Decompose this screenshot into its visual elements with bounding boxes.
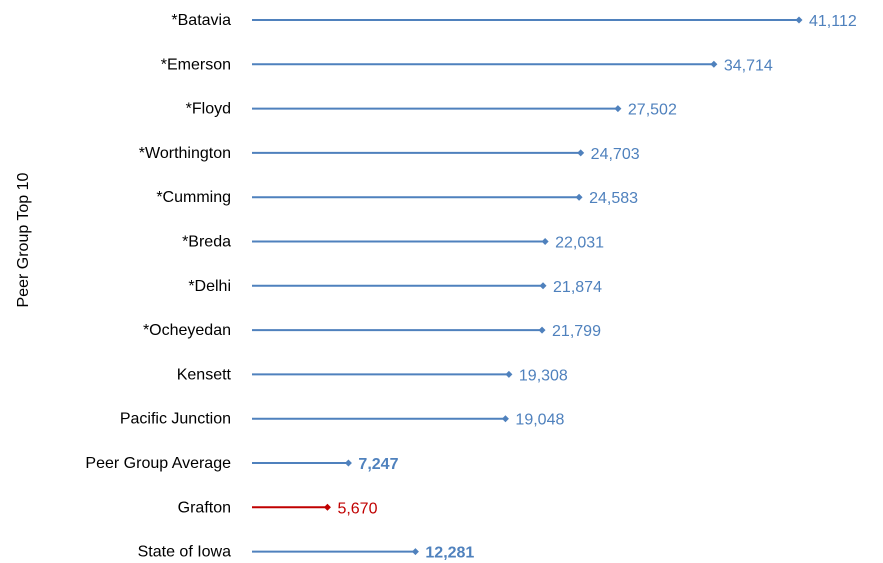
bar-end-marker (501, 415, 509, 423)
category-label: *Worthington (139, 145, 231, 162)
category-label: Pacific Junction (120, 411, 231, 428)
data-label: 24,703 (591, 146, 640, 163)
data-label: 7,247 (358, 456, 398, 473)
data-label: 19,048 (515, 412, 564, 429)
data-label: 27,502 (628, 102, 677, 119)
category-label: *Cumming (156, 189, 231, 206)
bar-end-marker (539, 282, 547, 290)
data-label: 22,031 (555, 235, 604, 252)
category-label: *Ocheyedan (143, 322, 231, 339)
bar-end-marker (795, 16, 803, 24)
data-label: 24,583 (589, 190, 638, 207)
data-label: 5,670 (337, 500, 377, 517)
category-label: Grafton (178, 499, 231, 516)
bar-end-marker (577, 149, 585, 157)
bar-end-marker (323, 503, 331, 511)
data-label: 21,874 (553, 279, 602, 296)
bar-end-marker (411, 548, 419, 556)
bar-end-marker (344, 459, 352, 467)
bar-end-marker (614, 105, 622, 113)
bar-end-marker (710, 60, 718, 68)
category-label: *Delhi (188, 278, 231, 295)
data-label: 41,112 (809, 13, 857, 30)
category-label: *Batavia (171, 12, 231, 29)
category-label: *Floyd (186, 101, 231, 118)
data-label: 12,281 (425, 545, 474, 562)
bar-end-marker (541, 238, 549, 245)
category-label: *Breda (182, 234, 231, 251)
bar-end-marker (575, 193, 583, 201)
data-label: 34,714 (724, 57, 773, 74)
y-axis-label: Peer Group Top 10 (15, 172, 32, 307)
data-label: 19,308 (519, 367, 568, 384)
bar-end-marker (505, 370, 513, 378)
chart-rows: *Batavia 41,112 *Emerson 34,714 *Floyd 27,502… (85, 12, 856, 562)
category-label: *Emerson (161, 56, 231, 73)
category-label: Peer Group Average (85, 455, 231, 472)
category-label: State of Iowa (138, 544, 231, 561)
data-label: 21,799 (552, 323, 601, 340)
category-label: Kensett (177, 366, 232, 383)
bar-end-marker (538, 326, 546, 334)
